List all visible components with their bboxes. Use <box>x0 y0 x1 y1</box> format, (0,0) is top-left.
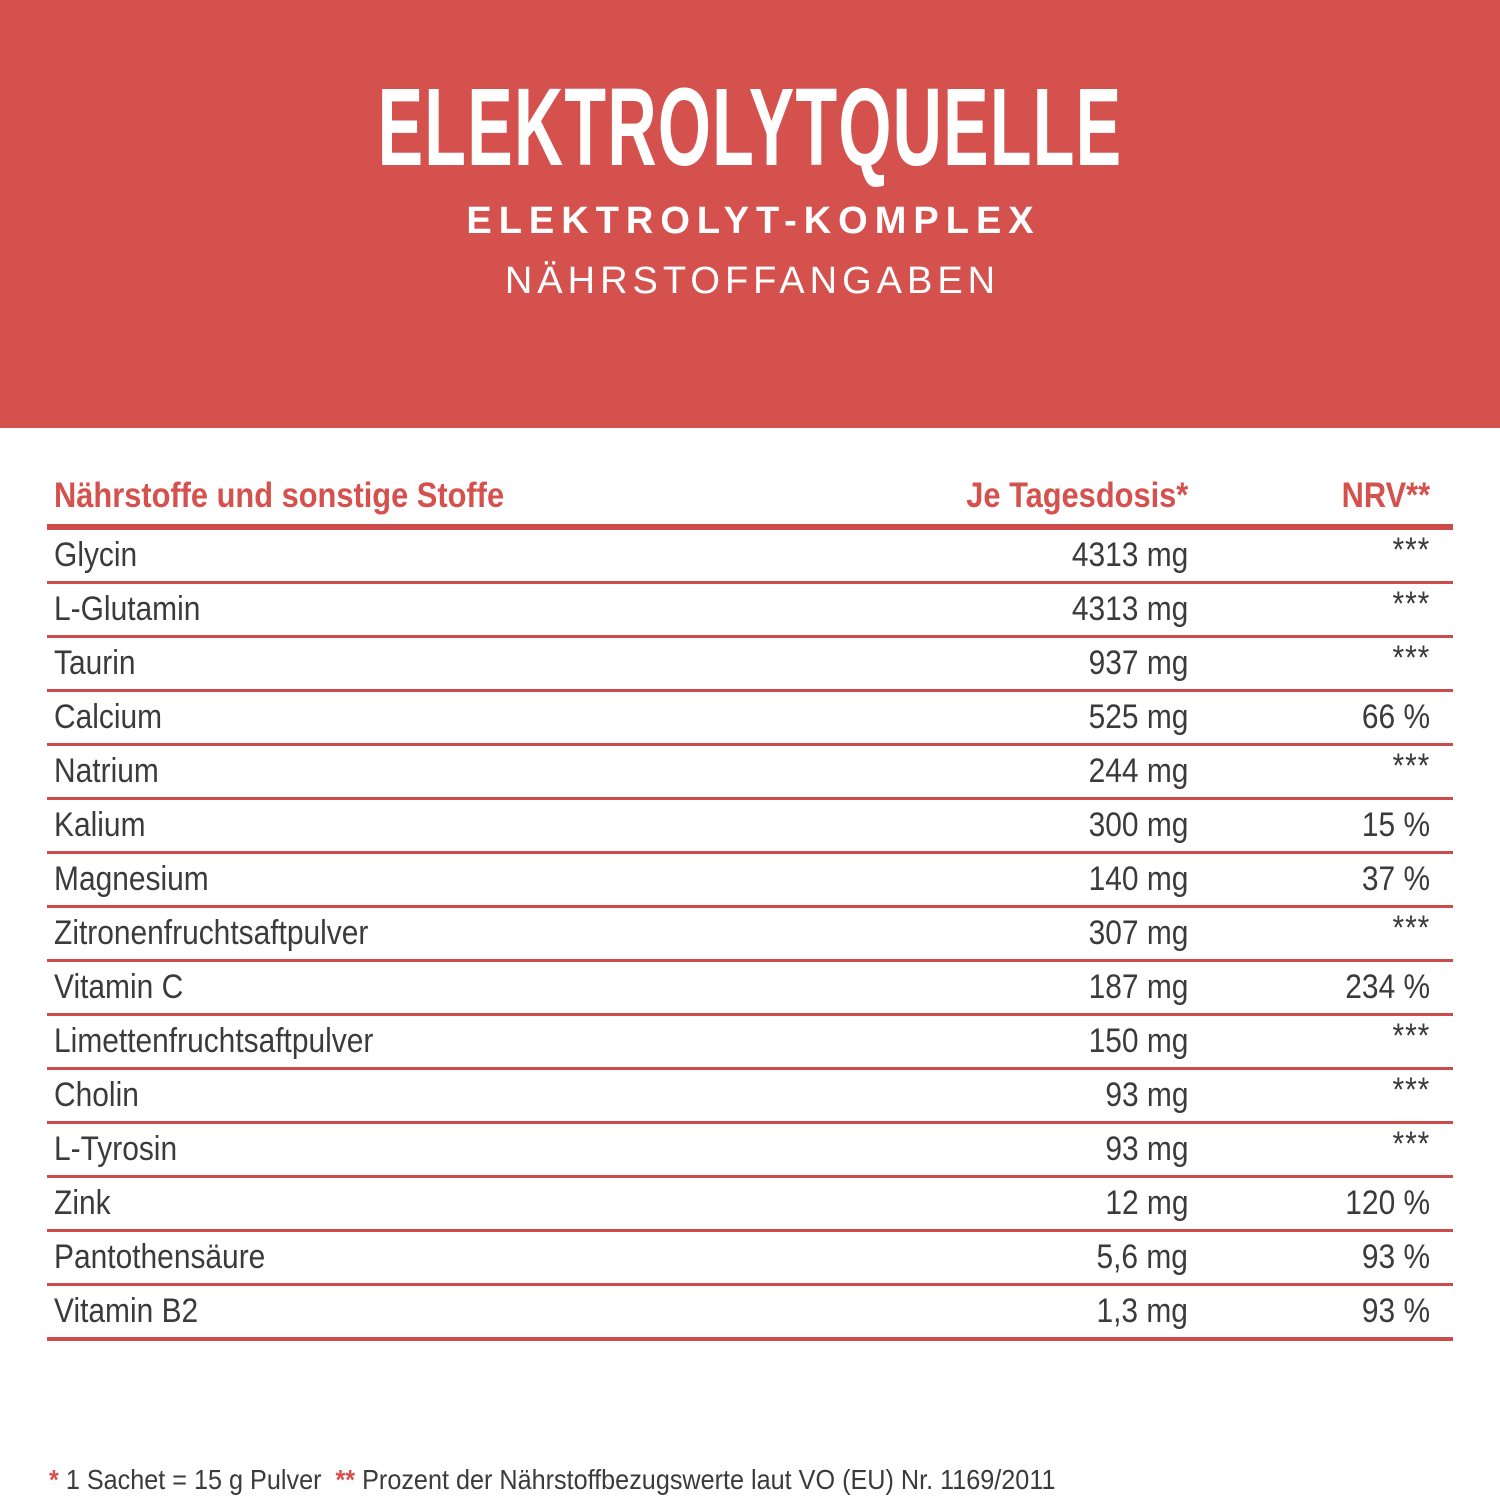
table-header-row: Nährstoffe und sonstige Stoffe Je Tagesd… <box>47 428 1453 530</box>
dose-value: 5,6 mg <box>1096 1238 1188 1276</box>
footnote-text: Prozent der Nährstoffbezugswerte laut VO… <box>362 1464 1056 1495</box>
nrv-percent: 37 % <box>1361 860 1431 898</box>
nutrient-name: L-Glutamin <box>54 590 201 628</box>
nrv-value: 234 % <box>1220 968 1453 1007</box>
column-header-dose: Je Tagesdosis* <box>966 476 1188 515</box>
nrv-value: *** <box>1220 639 1453 683</box>
table-row: L-Glutamin 4313 mg *** <box>47 584 1453 638</box>
no-nrv-asterisks: *** <box>1392 531 1431 569</box>
no-nrv-asterisks: *** <box>1392 747 1431 785</box>
table-row: Limettenfruchtsaftpulver 150 mg *** <box>47 1016 1453 1070</box>
table-row: Vitamin C 187 mg 234 % <box>47 962 1453 1016</box>
nrv-value: 93 % <box>1220 1238 1453 1277</box>
nrv-value: 120 % <box>1220 1184 1453 1223</box>
footnote-asterisk: ** <box>335 1464 363 1495</box>
nrv-value: 15 % <box>1220 806 1453 845</box>
section-subtitle: NÄHRSTOFFANGABEN <box>504 260 1001 303</box>
nutrient-name: Magnesium <box>54 860 209 898</box>
no-nrv-asterisks: *** <box>1392 1125 1431 1163</box>
nrv-percent: 66 % <box>1361 698 1431 736</box>
nutrient-name: Glycin <box>54 536 138 574</box>
nutrient-name: Natrium <box>54 752 159 790</box>
column-header-nutrients: Nährstoffe und sonstige Stoffe <box>54 476 505 515</box>
table-row: Vitamin B2 1,3 mg 93 % <box>47 1286 1453 1341</box>
no-nrv-asterisks: *** <box>1392 1071 1431 1109</box>
nrv-percent: 234 % <box>1345 968 1431 1006</box>
nutrient-name: Calcium <box>54 698 163 736</box>
nutrient-name: Vitamin C <box>54 968 184 1006</box>
dose-value: 93 mg <box>1104 1130 1188 1168</box>
dose-value: 1,3 mg <box>1096 1292 1188 1330</box>
dose-value: 93 mg <box>1104 1076 1188 1114</box>
table-body: Glycin 4313 mg *** L-Glutamin 4313 mg *** Taur… <box>47 530 1453 1341</box>
nutrient-name: L-Tyrosin <box>54 1130 178 1168</box>
footnote-text: 1 Sachet = 15 g Pulver <box>65 1464 336 1495</box>
column-header-nrv: NRV** <box>1341 476 1431 515</box>
nutrient-name: Limettenfruchtsaftpulver <box>54 1022 374 1060</box>
product-title: ELEKTROLYTQUELLE <box>377 66 1123 189</box>
dose-value: 150 mg <box>1088 1022 1188 1060</box>
nrv-percent: 120 % <box>1345 1184 1431 1222</box>
nrv-value: 37 % <box>1220 860 1453 899</box>
dose-value: 4313 mg <box>1071 536 1188 574</box>
nrv-value: *** <box>1220 909 1453 953</box>
dose-value: 140 mg <box>1088 860 1188 898</box>
table-row: Glycin 4313 mg *** <box>47 530 1453 584</box>
no-nrv-asterisks: *** <box>1392 585 1431 623</box>
nutrient-name: Zink <box>54 1184 111 1222</box>
nrv-value: *** <box>1220 1017 1453 1061</box>
dose-value: 300 mg <box>1088 806 1188 844</box>
table-row: Calcium 525 mg 66 % <box>47 692 1453 746</box>
nutrient-name: Kalium <box>54 806 146 844</box>
nrv-value: *** <box>1220 1071 1453 1115</box>
dose-value: 244 mg <box>1088 752 1188 790</box>
nrv-value: *** <box>1220 531 1453 575</box>
nutrient-name: Cholin <box>54 1076 139 1114</box>
dose-value: 525 mg <box>1088 698 1188 736</box>
nutrition-table: Nährstoffe und sonstige Stoffe Je Tagesd… <box>47 428 1453 1341</box>
dose-value: 937 mg <box>1088 644 1188 682</box>
no-nrv-asterisks: *** <box>1392 1017 1431 1055</box>
nutrient-name: Taurin <box>54 644 136 682</box>
table-row: Kalium 300 mg 15 % <box>47 800 1453 854</box>
dose-value: 12 mg <box>1104 1184 1188 1222</box>
nrv-value: *** <box>1220 747 1453 791</box>
nutrient-name: Vitamin B2 <box>54 1292 199 1330</box>
nrv-value: *** <box>1220 1125 1453 1169</box>
footnotes: * 1 Sachet = 15 g Pulver ** Prozent der … <box>49 1387 1453 1500</box>
nrv-percent: 93 % <box>1361 1238 1431 1276</box>
table-row: Cholin 93 mg *** <box>47 1070 1453 1124</box>
table-row: Pantothensäure 5,6 mg 93 % <box>47 1232 1453 1286</box>
nrv-value: 66 % <box>1220 698 1453 737</box>
table-row: Zink 12 mg 120 % <box>47 1178 1453 1232</box>
dose-value: 187 mg <box>1088 968 1188 1006</box>
dose-value: 307 mg <box>1088 914 1188 952</box>
nutrient-name: Zitronenfruchtsaftpulver <box>54 914 369 952</box>
footnote-line-1: * 1 Sachet = 15 g Pulver ** Prozent der … <box>49 1461 1313 1498</box>
nrv-value: *** <box>1220 585 1453 629</box>
no-nrv-asterisks: *** <box>1392 639 1431 677</box>
nrv-percent: 15 % <box>1361 806 1431 844</box>
table-row: L-Tyrosin 93 mg *** <box>47 1124 1453 1178</box>
nrv-value: 93 % <box>1220 1292 1453 1331</box>
dose-value: 4313 mg <box>1071 590 1188 628</box>
complex-subtitle: ELEKTROLYT-KOMPLEX <box>466 200 1041 243</box>
nrv-percent: 93 % <box>1361 1292 1431 1330</box>
table-row: Natrium 244 mg *** <box>47 746 1453 800</box>
table-row: Zitronenfruchtsaftpulver 307 mg *** <box>47 908 1453 962</box>
nutrient-name: Pantothensäure <box>54 1238 266 1276</box>
no-nrv-asterisks: *** <box>1392 909 1431 947</box>
table-row: Taurin 937 mg *** <box>47 638 1453 692</box>
header-banner: ELEKTROLYTQUELLE ELEKTROLYT-KOMPLEX NÄHR… <box>0 0 1500 428</box>
table-row: Magnesium 140 mg 37 % <box>47 854 1453 908</box>
footnote-asterisk: * <box>49 1464 66 1495</box>
